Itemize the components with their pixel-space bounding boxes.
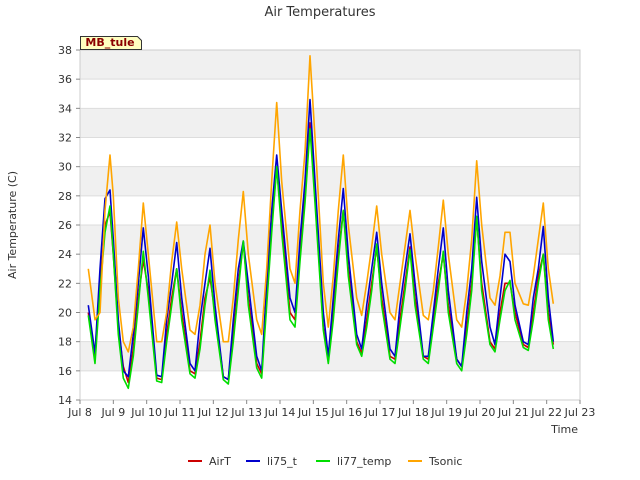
- grid-lines: [80, 49, 580, 401]
- x-tick-label: Jul 13: [230, 406, 262, 419]
- x-tick-label: Jul 8: [67, 406, 92, 419]
- x-tick-label: Jul 19: [430, 406, 462, 419]
- x-tick-label: Jul 10: [130, 406, 162, 419]
- y-tick-label: 18: [58, 336, 72, 349]
- y-tick-label: 28: [58, 190, 72, 203]
- y-tick-label: 20: [58, 307, 72, 320]
- plot-band: [80, 137, 580, 167]
- station-label-shape: [80, 36, 142, 50]
- x-tick-label: Jul 9: [100, 406, 125, 419]
- y-tick-label: 22: [58, 277, 72, 290]
- plot-band: [80, 50, 580, 80]
- x-tick-label: Jul 23: [564, 406, 596, 419]
- plot-band: [80, 254, 580, 284]
- series-line-li77-temp: [87, 128, 555, 390]
- y-tick-label: 14: [58, 394, 72, 407]
- x-tick-label: Jul 17: [364, 406, 396, 419]
- y-tick-label: 30: [58, 161, 72, 174]
- x-tick-label: Jul 21: [497, 406, 529, 419]
- y-axis-label: Air Temperature (C): [6, 171, 19, 279]
- x-tick-label: Jul 18: [397, 406, 429, 419]
- legend-label: AirT: [209, 455, 231, 468]
- y-tick-label: 34: [58, 102, 72, 115]
- y-tick-label: 36: [58, 73, 72, 86]
- x-axis-label: Time: [550, 423, 578, 436]
- x-tick-label: Jul 16: [330, 406, 362, 419]
- y-tick-label: 16: [58, 365, 72, 378]
- legend-label: Tsonic: [428, 455, 462, 468]
- series-line-tsonic: [87, 54, 555, 353]
- x-tick-label: Jul 14: [264, 406, 296, 419]
- y-tick-label: 38: [58, 44, 72, 57]
- y-tick-label: 26: [58, 219, 72, 232]
- y-axis: 14 16 18 20 22 24 26 28 30 32 34 36 38: [58, 44, 80, 407]
- station-label: MB_tule: [85, 36, 134, 49]
- x-tick-label: Jul 20: [464, 406, 496, 419]
- legend-label: li75_t: [267, 455, 298, 468]
- plot-band: [80, 108, 580, 138]
- legend-label: li77_temp: [337, 455, 391, 468]
- x-axis: Jul 8 Jul 9 Jul 10 Jul 11 Jul 12 Jul 13 Jul 14…: [67, 400, 595, 419]
- x-tick-label: Jul 15: [297, 406, 329, 419]
- plot-band: [80, 225, 580, 255]
- series-line-li75-t: [87, 98, 555, 381]
- plot-band: [80, 166, 580, 196]
- y-tick-label: 24: [58, 248, 72, 261]
- plot-band: [80, 79, 580, 109]
- plot-band: [80, 195, 580, 225]
- x-tick-label: Jul 12: [197, 406, 229, 419]
- x-tick-label: Jul 22: [530, 406, 562, 419]
- station-label-box: MB_tule: [80, 36, 142, 50]
- chart-title: Air Temperatures: [264, 5, 375, 20]
- y-tick-label: 32: [58, 132, 72, 145]
- x-tick-label: Jul 11: [164, 406, 196, 419]
- plot-band: [80, 370, 580, 400]
- series-lines: [87, 54, 555, 390]
- legend: AirT li75_t li77_temp Tsonic: [188, 455, 462, 468]
